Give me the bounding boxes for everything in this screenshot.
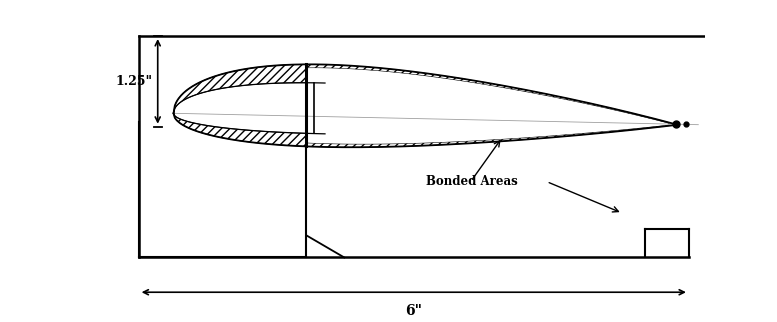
Text: Bonded Areas: Bonded Areas [427,175,518,188]
Text: 6": 6" [406,304,422,317]
Text: 1.25": 1.25" [116,75,152,88]
